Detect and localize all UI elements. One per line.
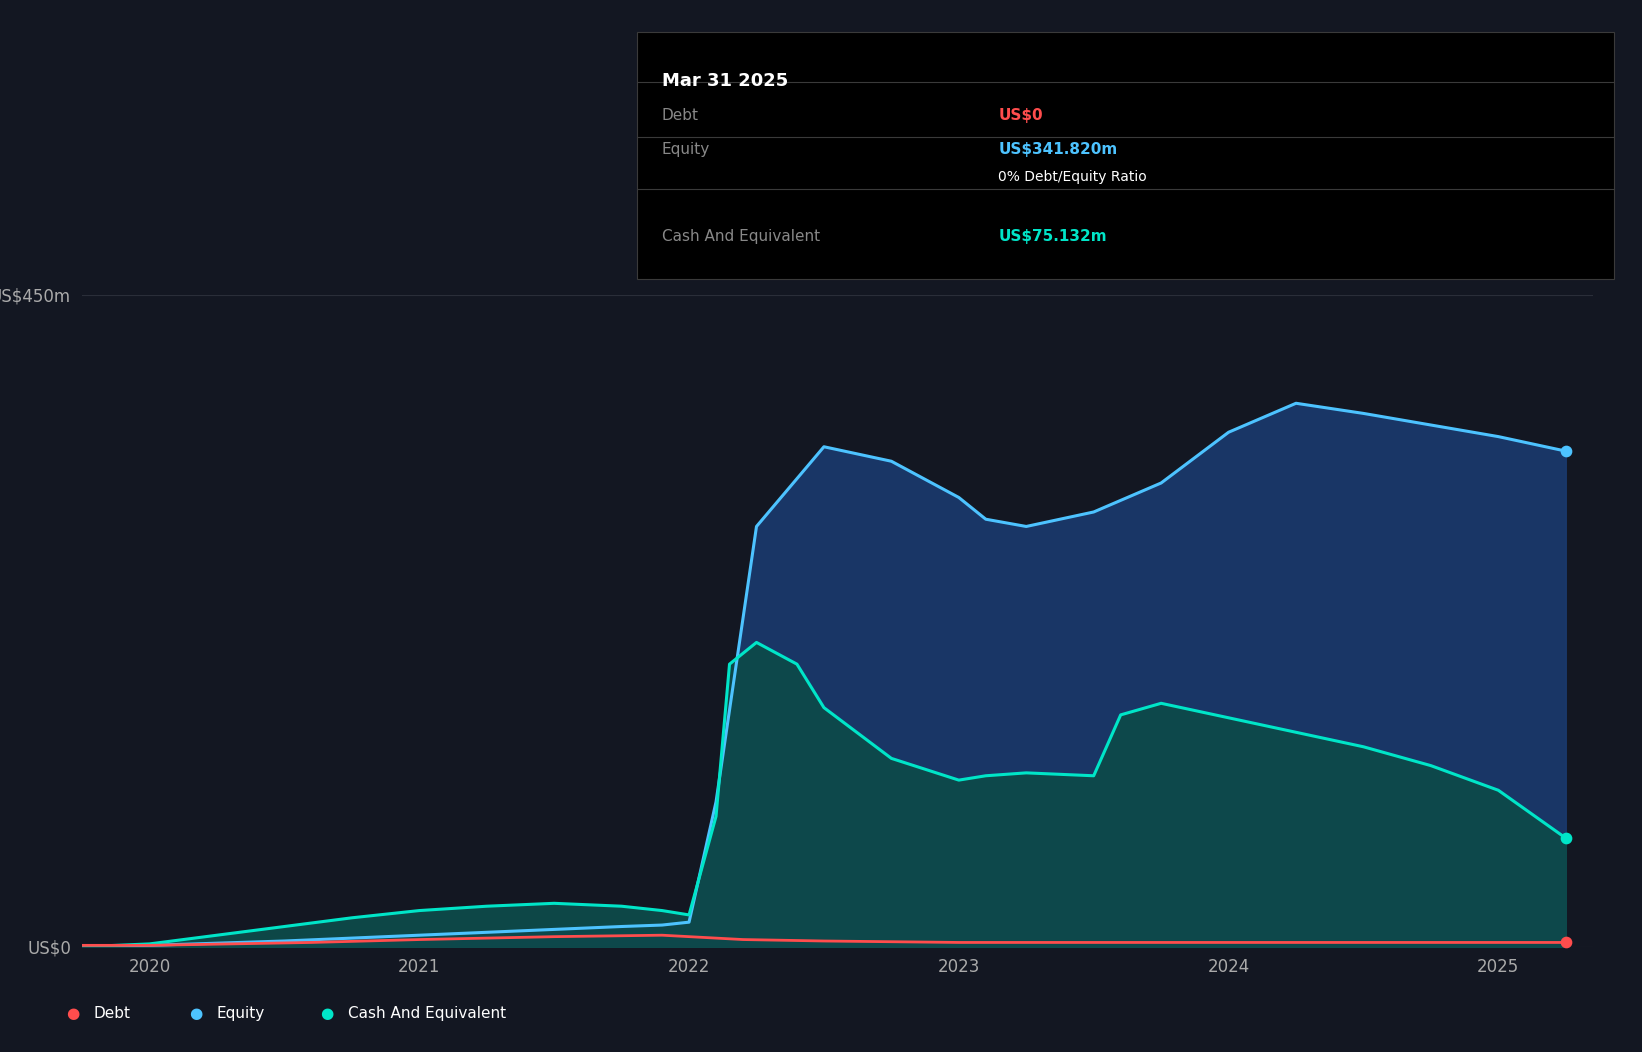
Text: Cash And Equivalent: Cash And Equivalent [348, 1006, 506, 1020]
Text: Equity: Equity [662, 142, 709, 157]
Text: ●: ● [66, 1006, 79, 1020]
Text: ●: ● [189, 1006, 202, 1020]
Text: Mar 31 2025: Mar 31 2025 [662, 72, 788, 89]
Text: Equity: Equity [217, 1006, 264, 1020]
Text: US$75.132m: US$75.132m [998, 228, 1107, 244]
Text: Cash And Equivalent: Cash And Equivalent [662, 228, 819, 244]
Text: 0% Debt/Equity Ratio: 0% Debt/Equity Ratio [998, 169, 1148, 184]
Point [1553, 934, 1580, 951]
Text: Debt: Debt [94, 1006, 131, 1020]
Text: US$341.820m: US$341.820m [998, 142, 1118, 157]
Point [1553, 443, 1580, 460]
Text: Debt: Debt [662, 108, 699, 123]
Text: ●: ● [320, 1006, 333, 1020]
Text: US$0: US$0 [998, 108, 1043, 123]
Point [1553, 830, 1580, 847]
